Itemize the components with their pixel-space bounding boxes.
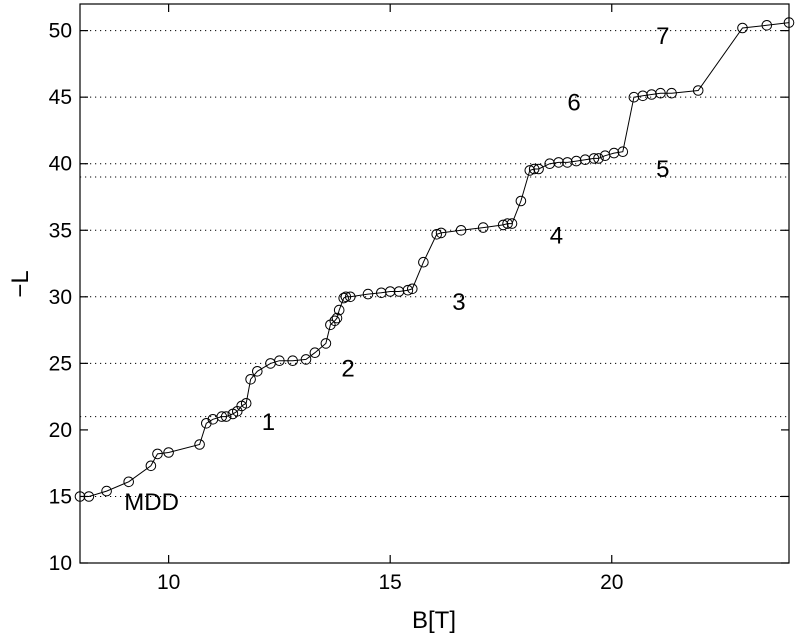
data-point [418, 256, 429, 268]
data-point [477, 222, 489, 233]
data-point [251, 366, 263, 377]
x-axis-label: B[T] [412, 607, 456, 634]
data-point [393, 286, 405, 297]
plot-frame [79, 3, 790, 564]
data-point [331, 312, 343, 324]
data-point [362, 288, 374, 300]
y-tick-label: 40 [49, 153, 72, 176]
y-tick-label: 30 [49, 286, 72, 309]
series-line [80, 22, 790, 497]
data-point [345, 291, 356, 303]
x-tick-label: 20 [600, 571, 623, 594]
annotation-label: 5 [656, 156, 669, 183]
data-point [216, 411, 228, 422]
data-point [240, 398, 252, 409]
annotation-label: 1 [262, 409, 275, 436]
data-point [376, 287, 387, 299]
data-point [617, 146, 629, 157]
data-point [145, 460, 157, 472]
annotation-label: MDD [124, 489, 179, 516]
x-tick-label: 10 [157, 571, 180, 594]
data-point [194, 439, 205, 450]
data-point [309, 347, 321, 359]
x-tick-label: 15 [379, 571, 402, 594]
data-point [515, 195, 527, 207]
data-point [524, 165, 536, 176]
data-point [455, 225, 467, 236]
data-point [666, 87, 677, 99]
y-tick-label: 35 [49, 219, 72, 242]
data-point [338, 292, 350, 304]
y-tick-label: 15 [49, 485, 72, 508]
data-point [533, 163, 544, 175]
y-tick-label: 10 [49, 552, 72, 575]
data-point [737, 22, 748, 34]
y-tick-label: 45 [49, 86, 72, 109]
data-point [431, 229, 443, 240]
data-point [544, 158, 556, 169]
annotation-label: 4 [550, 223, 563, 250]
data-point [637, 90, 649, 102]
data-point [761, 20, 773, 31]
data-point [123, 476, 134, 488]
data-point [528, 163, 540, 175]
annotation-label: 7 [656, 23, 669, 50]
data-point [553, 157, 564, 168]
data-point [152, 448, 163, 460]
data-point [320, 338, 332, 349]
annotation-label: 3 [452, 289, 465, 316]
data-point [655, 87, 666, 99]
y-tick-label: 50 [49, 20, 72, 43]
data-point [101, 485, 112, 497]
y-axis-label: −L [7, 270, 34, 297]
data-point [329, 315, 341, 327]
annotation-label: 2 [341, 356, 354, 383]
data-point [502, 218, 513, 229]
data-point [407, 283, 418, 295]
data-point [340, 291, 352, 303]
data-point [333, 304, 345, 316]
data-point [245, 374, 256, 385]
data-point [692, 85, 704, 96]
data-point [562, 157, 573, 168]
data-point [579, 154, 591, 165]
data-point [497, 219, 509, 231]
reference-lines [80, 30, 789, 497]
data-point [163, 447, 174, 458]
data-series [74, 17, 795, 502]
data-point [384, 286, 396, 297]
y-tick-label: 25 [49, 352, 72, 375]
data-point [608, 147, 620, 159]
data-point [646, 89, 657, 100]
y-tick-label: 20 [49, 419, 72, 442]
data-point [435, 227, 447, 239]
data-point [593, 153, 604, 164]
annotations: MDD 1 2 3 4 5 6 7 [124, 23, 669, 516]
data-point [220, 411, 232, 422]
data-point [287, 355, 299, 367]
data-point [588, 153, 600, 164]
data-point [300, 354, 312, 365]
data-point [402, 284, 414, 296]
annotation-label: 6 [567, 90, 580, 117]
data-point [506, 218, 518, 229]
data-point [274, 355, 285, 367]
